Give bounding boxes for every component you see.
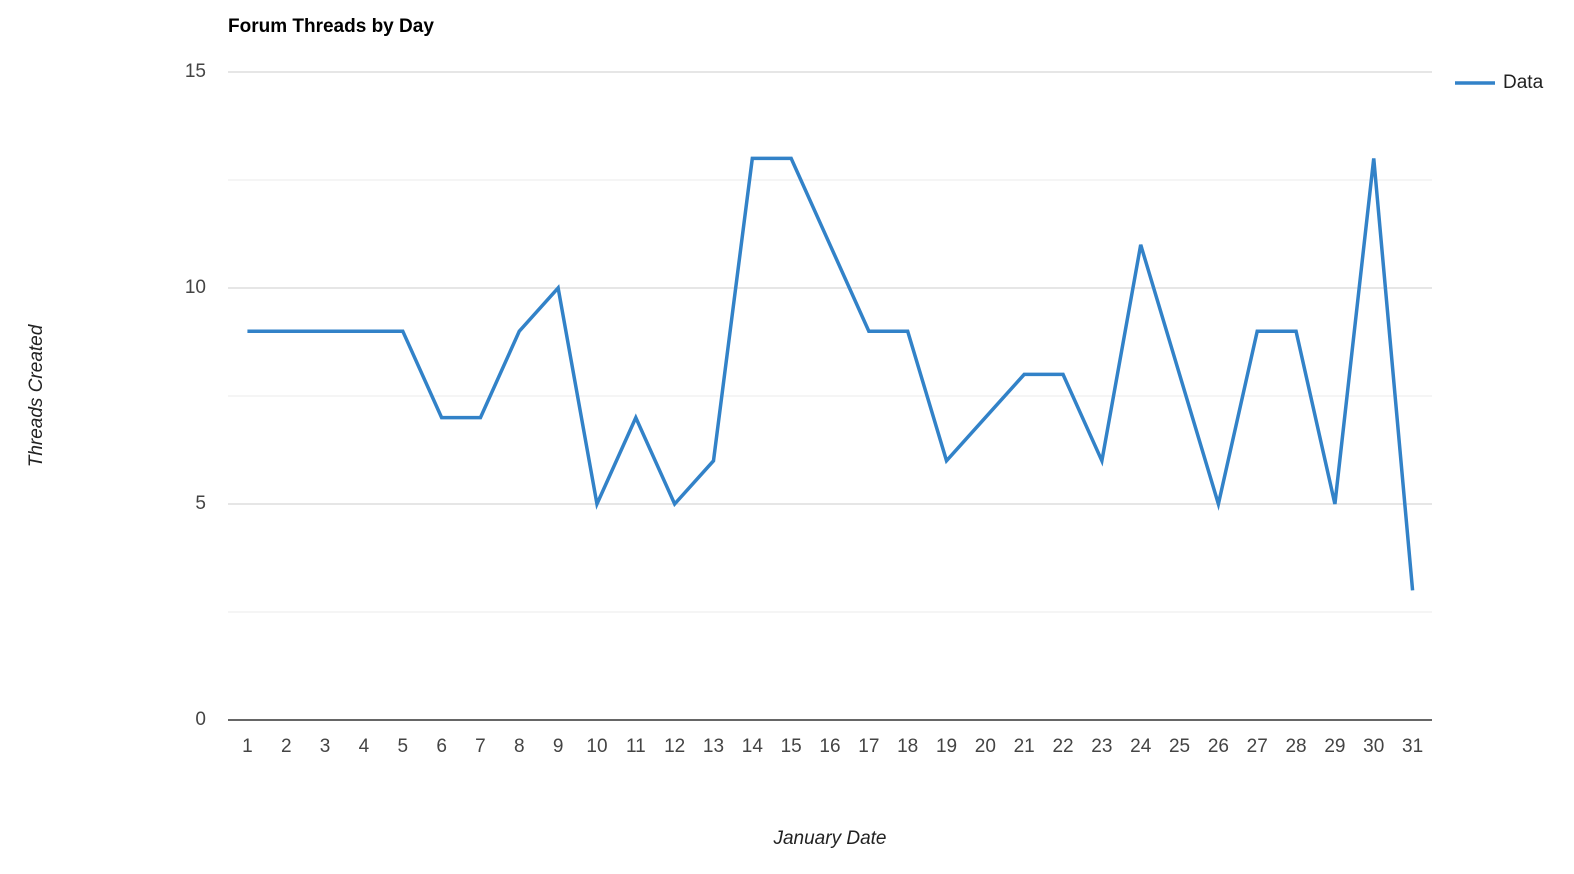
x-tick-label: 26: [1208, 736, 1229, 757]
y-axis-label: Threads Created: [26, 323, 47, 467]
x-tick-label: 12: [664, 736, 685, 757]
x-tick-label: 20: [975, 736, 996, 757]
x-tick-label: 24: [1130, 736, 1152, 757]
x-tick-label: 2: [281, 736, 292, 757]
x-tick-label: 8: [514, 736, 525, 757]
legend-label: Data: [1503, 72, 1544, 93]
x-tick-label: 11: [626, 736, 646, 757]
x-tick-label: 22: [1052, 736, 1073, 757]
x-tick-label: 3: [320, 736, 331, 757]
x-tick-label: 10: [586, 736, 607, 757]
x-tick-label: 6: [436, 736, 447, 757]
x-axis-label: January Date: [772, 828, 886, 849]
x-tick-label: 7: [475, 736, 486, 757]
x-tick-label: 5: [397, 736, 408, 757]
x-tick-label: 30: [1363, 736, 1384, 757]
y-tick-label: 0: [195, 709, 206, 730]
x-tick-label: 1: [242, 736, 253, 757]
y-tick-label: 15: [185, 61, 206, 82]
x-tick-label: 13: [703, 736, 724, 757]
x-tick-label: 27: [1247, 736, 1268, 757]
x-tick-label: 16: [819, 736, 840, 757]
y-tick-label: 5: [195, 493, 206, 514]
x-tick-label: 23: [1091, 736, 1112, 757]
x-tick-label: 28: [1285, 736, 1306, 757]
x-tick-label: 15: [781, 736, 802, 757]
line-series: [247, 156, 1415, 591]
x-tick-label: 14: [742, 736, 764, 757]
x-tick-label: 4: [359, 736, 370, 757]
x-tick-label: 25: [1169, 736, 1190, 757]
x-tick-label: 17: [858, 736, 879, 757]
y-tick-label: 10: [185, 277, 206, 298]
x-tick-label: 18: [897, 736, 918, 757]
x-tick-label: 29: [1324, 736, 1345, 757]
chart-title: Forum Threads by Day: [228, 16, 434, 37]
x-tick-label: 19: [936, 736, 957, 757]
x-tick-label: 21: [1014, 736, 1035, 757]
x-tick-label: 31: [1402, 736, 1423, 757]
x-tick-label: 9: [553, 736, 564, 757]
